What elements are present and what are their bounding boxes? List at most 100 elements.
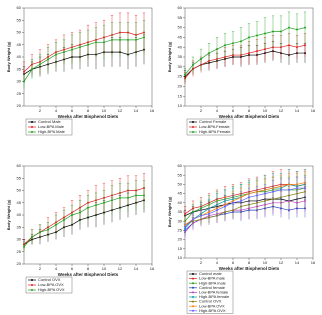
point bbox=[216, 209, 218, 212]
point bbox=[184, 212, 186, 215]
legend-label: Control OVX bbox=[199, 299, 222, 304]
point bbox=[71, 48, 73, 51]
series bbox=[22, 187, 146, 250]
legend-marker bbox=[192, 131, 194, 133]
y-tick-label: 45 bbox=[17, 200, 22, 205]
legend-label: High-BPA OVX bbox=[38, 287, 65, 292]
y-tick-label: 25 bbox=[17, 91, 22, 96]
legend-label: Low-BPA OVX bbox=[38, 282, 64, 287]
x-tick-label: 8 bbox=[248, 260, 251, 265]
point bbox=[23, 70, 25, 73]
point bbox=[39, 63, 41, 66]
x-tick-label: 6 bbox=[71, 108, 74, 113]
legend-marker bbox=[31, 126, 33, 128]
line bbox=[184, 200, 306, 233]
point bbox=[304, 187, 306, 190]
x-tick-label: 2 bbox=[39, 108, 42, 113]
line bbox=[184, 44, 306, 79]
point bbox=[47, 228, 49, 231]
x-tick-label: 14 bbox=[134, 266, 139, 271]
point bbox=[232, 42, 234, 45]
y-tick-label: 25 bbox=[178, 74, 183, 79]
y-tick-label: 40 bbox=[17, 54, 22, 59]
line bbox=[23, 187, 145, 245]
legend-label: Low-BPA male bbox=[199, 276, 226, 281]
point bbox=[31, 68, 33, 71]
point bbox=[264, 192, 266, 195]
x-axis-label: Weeks after Bisphenol Diets bbox=[58, 272, 119, 277]
point bbox=[135, 194, 137, 197]
line bbox=[23, 199, 145, 245]
x-tick-label: 4 bbox=[55, 266, 58, 271]
point bbox=[224, 205, 226, 208]
point bbox=[296, 46, 298, 49]
x-tick-label: 14 bbox=[134, 108, 139, 113]
y-tick-label: 50 bbox=[17, 188, 22, 193]
point bbox=[31, 236, 33, 239]
series bbox=[183, 41, 307, 83]
point bbox=[264, 32, 266, 35]
point bbox=[240, 199, 242, 202]
x-tick-label: 8 bbox=[87, 108, 90, 113]
y-tick-label: 60 bbox=[178, 5, 183, 10]
line bbox=[23, 195, 144, 248]
point bbox=[127, 38, 129, 41]
point bbox=[232, 201, 234, 204]
legend-marker bbox=[192, 273, 194, 275]
x-tick-label: 10 bbox=[102, 266, 107, 271]
y-tick-label: 15 bbox=[178, 246, 183, 251]
series bbox=[22, 173, 146, 250]
point bbox=[55, 53, 57, 56]
y-tick-label: 35 bbox=[178, 209, 183, 214]
y-tick-label: 35 bbox=[178, 54, 183, 59]
point bbox=[248, 196, 250, 199]
series bbox=[22, 34, 146, 82]
y-tick-label: 10 bbox=[178, 255, 183, 260]
legend-marker bbox=[192, 309, 194, 312]
y-tick-label: 45 bbox=[178, 191, 183, 196]
y-tick-label: 15 bbox=[178, 93, 183, 98]
line bbox=[23, 32, 145, 72]
series bbox=[183, 176, 307, 231]
point bbox=[39, 231, 41, 234]
point bbox=[63, 51, 65, 54]
x-axis-label: Weeks after Bisphenol Diets bbox=[219, 114, 280, 119]
point bbox=[256, 194, 258, 197]
legend-label: High-BPA male bbox=[199, 280, 227, 285]
y-tick-label: 55 bbox=[17, 17, 22, 22]
point bbox=[119, 38, 121, 41]
legend-box bbox=[25, 276, 73, 294]
point bbox=[71, 214, 73, 216]
point bbox=[296, 28, 298, 31]
legend-marker bbox=[192, 300, 194, 303]
series bbox=[22, 12, 146, 82]
x-tick-label: 6 bbox=[232, 260, 235, 265]
legend-marker bbox=[31, 279, 33, 281]
line bbox=[184, 184, 306, 215]
series bbox=[183, 171, 307, 229]
point bbox=[95, 204, 97, 207]
point bbox=[208, 52, 210, 55]
legend-marker bbox=[192, 286, 194, 289]
line bbox=[23, 37, 145, 82]
line bbox=[184, 184, 306, 229]
y-tick-label: 50 bbox=[17, 30, 22, 35]
point bbox=[216, 48, 218, 51]
x-tick-label: 6 bbox=[71, 266, 74, 271]
series bbox=[183, 182, 307, 229]
x-axis-label: Weeks after Bisphenol Diets bbox=[219, 266, 280, 271]
point bbox=[296, 187, 298, 190]
legend-label: High-BPA Male bbox=[38, 129, 66, 134]
y-tick-label: 45 bbox=[17, 42, 22, 47]
x-tick-label: 6 bbox=[232, 108, 235, 113]
y-tick-label: 55 bbox=[178, 15, 183, 20]
line bbox=[184, 191, 306, 226]
point bbox=[23, 80, 25, 83]
legend-label: Control OVX bbox=[38, 277, 61, 282]
y-tick-label: 20 bbox=[17, 261, 22, 266]
point bbox=[288, 44, 290, 47]
y-axis-label: Body Weight (g) bbox=[167, 41, 172, 72]
point bbox=[87, 43, 89, 46]
x-axis-label: Weeks after Bisphenol Diets bbox=[58, 114, 119, 119]
legend-marker bbox=[192, 126, 194, 128]
